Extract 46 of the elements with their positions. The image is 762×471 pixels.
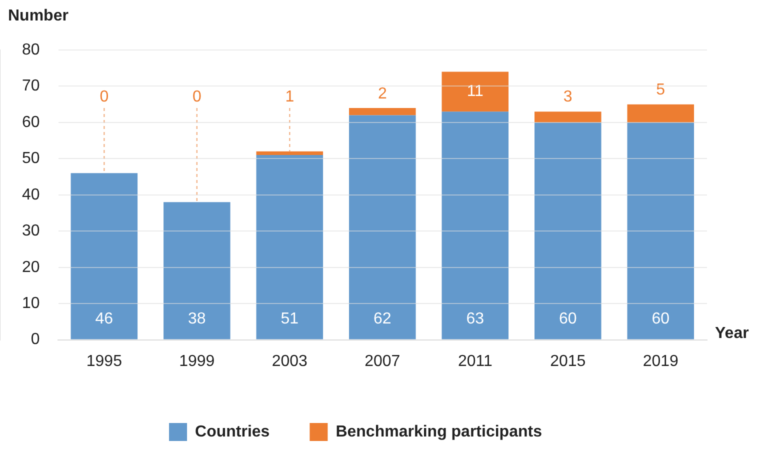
data-label: 60 [652,310,670,328]
data-label: 46 [95,310,114,328]
x-tick-label: 2015 [550,352,586,370]
y-tick-label: 70 [22,78,40,95]
x-axis-title: Year [715,325,749,342]
data-label: 3 [563,88,572,106]
data-label: 63 [466,310,484,328]
annotation: 0 [192,88,202,106]
data-label: 51 [280,310,299,328]
bar [627,104,694,122]
x-tick-label: 2003 [272,352,308,370]
bar [627,122,694,340]
annotation: 0 [100,88,109,106]
x-tick-label: 1999 [179,352,215,370]
y-tick-label: 10 [22,294,40,312]
x-tick-label: 2011 [458,352,492,370]
y-tick-label: 50 [22,150,40,168]
data-label: 60 [558,310,577,328]
bar [442,112,509,340]
bar [256,155,324,340]
bar [256,151,324,156]
data-label: 1 [285,88,294,106]
y-axis-title: Number [8,7,68,24]
y-tick-label: 40 [22,186,40,204]
x-tick-label: 1995 [86,352,122,370]
bar [442,72,509,112]
data-label: 2 [378,85,387,102]
data-label: 11 [466,83,484,100]
y-tick-label: 20 [22,258,40,276]
y-tick-label: 30 [22,222,40,240]
y-tick-label: 80 [22,41,40,58]
legend-label: Countries [195,423,270,440]
bar [164,202,230,340]
bar [349,115,416,340]
legend-label: Benchmarking participants [336,423,542,440]
y-tick-label: 60 [22,114,40,131]
x-tick-label: 2007 [364,352,400,370]
y-tick-label: 0 [30,331,40,348]
data-label: 62 [374,310,392,328]
data-label: 38 [188,310,206,328]
bar [534,112,602,122]
x-tick-label: 2019 [642,352,679,370]
data-label: 5 [656,82,666,99]
bar [70,173,138,340]
bar [534,122,602,340]
bar [349,108,416,116]
